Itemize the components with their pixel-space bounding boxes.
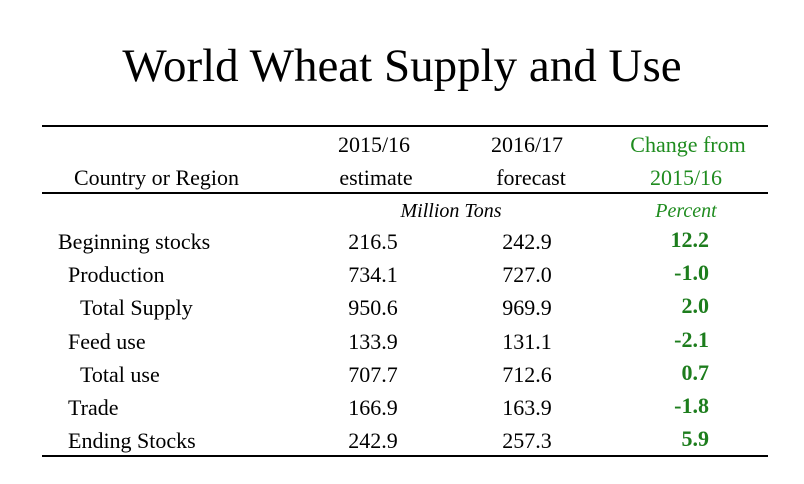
value-2015: 166.9 (348, 395, 398, 420)
units-percent: Percent (655, 200, 717, 222)
value-2016: 242.9 (502, 229, 552, 254)
value-2015: 133.9 (348, 328, 398, 354)
header-2015-year: 2015/16 (337, 132, 411, 157)
value-2015: 734.1 (348, 262, 398, 288)
header-2016-year: 2016/17 (490, 132, 564, 157)
row-label: Production (68, 262, 165, 288)
header-region: Country or Region (74, 165, 239, 190)
value-change: 12.2 (670, 227, 710, 252)
table-top-rule (42, 125, 768, 127)
value-2015: 950.6 (348, 295, 398, 321)
value-2016: 257.3 (502, 428, 552, 454)
row-label: Trade (68, 395, 119, 420)
value-change: 2.0 (681, 293, 710, 319)
header-change-line2: 2015/16 (649, 165, 723, 190)
units-million-tons: Million Tons (400, 200, 502, 222)
row-label: Ending Stocks (68, 428, 196, 454)
row-label: Total Supply (80, 295, 193, 321)
value-2015: 707.7 (348, 361, 398, 387)
row-label: Total use (80, 361, 160, 387)
value-2016: 727.0 (502, 262, 552, 288)
row-label: Feed use (68, 328, 146, 354)
value-2016: 969.9 (502, 295, 552, 321)
value-change: -1.0 (674, 260, 709, 286)
value-2015: 216.5 (348, 229, 398, 254)
value-2016: 712.6 (502, 361, 552, 387)
value-change: -1.8 (674, 393, 709, 418)
header-2015-type: estimate (339, 165, 413, 190)
value-change: -2.1 (674, 326, 709, 352)
value-2016: 131.1 (502, 328, 552, 354)
value-change: 0.7 (681, 359, 710, 385)
header-rule (42, 192, 768, 194)
value-change: 5.9 (681, 426, 710, 452)
header-change-line1: Change from (630, 132, 746, 157)
page-title: World Wheat Supply and Use (122, 40, 682, 92)
table-bottom-rule (42, 455, 768, 457)
header-2016-type: forecast (496, 165, 566, 190)
row-label: Beginning stocks (58, 229, 211, 254)
value-2016: 163.9 (502, 395, 552, 420)
value-2015: 242.9 (348, 428, 398, 454)
